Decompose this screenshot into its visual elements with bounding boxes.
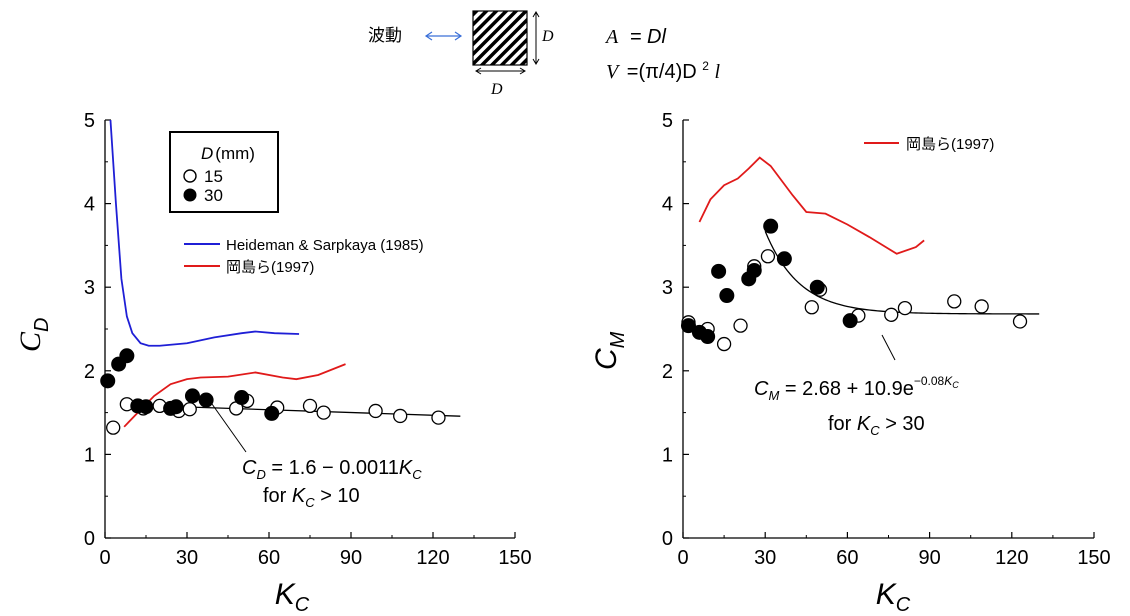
left-fit-leader-line [211, 403, 247, 453]
left-filled-marker [264, 405, 280, 421]
left-open-marker [393, 408, 408, 424]
left-open-marker [182, 402, 197, 417]
right-y-tick-label: 3 [662, 277, 673, 299]
right-series-line [698, 156, 925, 255]
left-y-tick-label: 1 [84, 444, 95, 466]
vertical-dim-label: D [541, 28, 554, 45]
left-open-marker [431, 410, 446, 425]
horizontal-dimension-arrow-icon [475, 67, 526, 75]
left-filled-marker [138, 399, 154, 415]
right-filled-marker [680, 318, 696, 334]
left-x-tick-label: 30 [176, 547, 198, 569]
legend-okajima-label-left: 岡島ら(1997) [226, 259, 314, 276]
chart-drag-coefficient: 0 30 60 90 120 150 0 1 2 3 4 5 CD KC D (mm) 15 30 He… [14, 110, 532, 616]
right-y-tick-label: 2 [662, 361, 673, 383]
left-open-marker [316, 405, 331, 420]
right-filled-marker [842, 313, 858, 329]
chart-inertia-coefficient: 0 30 60 90 120 150 0 1 2 3 4 5 CM KC 岡島ら(1997) CM =… [590, 110, 1111, 616]
right-filled-marker [700, 329, 716, 345]
right-filled-marker [711, 263, 727, 279]
left-y-axis-label: CD [14, 318, 53, 352]
right-fit-leader-line [881, 334, 896, 361]
open-marker-icon [183, 169, 197, 183]
right-plot-area: 0 30 60 90 120 150 0 1 2 3 4 5 [662, 110, 1111, 569]
marker-legend-title: D (mm) [201, 144, 255, 163]
left-y-tick-label: 5 [84, 110, 95, 132]
square-cross-section-icon [472, 10, 528, 66]
vertical-dimension-arrow-icon [532, 11, 540, 65]
right-x-tick-label: 0 [677, 547, 688, 569]
right-filled-marker [763, 218, 779, 234]
right-y-tick-label: 4 [662, 194, 673, 216]
right-x-tick-label: 120 [995, 547, 1028, 569]
right-y-tick-label: 1 [662, 444, 673, 466]
formula-area: A = Dl [604, 26, 666, 48]
left-y-tick-label: 3 [84, 277, 95, 299]
left-x-tick-label: 60 [258, 547, 280, 569]
right-x-tick-label: 90 [918, 547, 940, 569]
right-x-tick-label: 30 [754, 547, 776, 569]
right-open-marker [733, 318, 748, 333]
right-filled-marker [719, 288, 735, 304]
left-y-tick-label: 4 [84, 194, 95, 216]
right-open-marker [947, 294, 962, 309]
marker-legend-open-label: 15 [204, 167, 223, 186]
right-filled-marker [776, 251, 792, 267]
left-filled-marker [234, 390, 250, 406]
right-open-marker [1012, 314, 1028, 329]
right-fit-condition: for KC > 30 [828, 413, 925, 438]
left-x-tick-label: 150 [498, 547, 531, 569]
legend-okajima-label-right: 岡島ら(1997) [906, 136, 994, 153]
wave-label: 波動 [368, 26, 402, 45]
left-open-marker [302, 398, 318, 414]
right-open-marker [974, 299, 989, 314]
left-filled-marker [100, 373, 116, 389]
right-y-tick-label: 0 [662, 528, 673, 550]
right-open-marker [897, 300, 913, 316]
left-x-tick-label: 0 [99, 547, 110, 569]
left-plot-area: 0 30 60 90 120 150 0 1 2 3 4 5 [84, 110, 532, 569]
left-open-marker [368, 403, 383, 419]
right-x-axis-label: KC [876, 578, 911, 616]
formula-volume: V =(π/4)D 2 l [606, 53, 721, 83]
right-y-axis-label: CM [590, 331, 629, 370]
wave-double-arrow-icon [424, 31, 463, 41]
left-filled-marker [168, 399, 184, 415]
line-legend-left: Heideman & Sarpkaya (1985) 岡島ら(1997) [184, 237, 424, 276]
header-sketch: 波動 D D A = Dl V [368, 10, 721, 98]
line-legend-right: 岡島ら(1997) [864, 136, 994, 153]
right-x-tick-label: 150 [1077, 547, 1110, 569]
left-series-line [123, 363, 346, 428]
horizontal-dim-label: D [490, 81, 503, 98]
left-filled-marker [119, 348, 135, 364]
left-fit-condition: for KC > 10 [263, 485, 360, 510]
left-fit-equation: CD = 1.6 − 0.0011KC [242, 457, 422, 482]
right-open-marker [884, 307, 899, 322]
left-series-line [109, 119, 300, 347]
right-open-marker [804, 300, 819, 315]
left-x-axis-label: KC [275, 578, 310, 616]
right-x-tick-label: 60 [836, 547, 858, 569]
left-y-tick-label: 2 [84, 361, 95, 383]
left-filled-marker [184, 388, 200, 404]
right-y-tick-label: 5 [662, 110, 673, 132]
right-filled-marker [809, 279, 825, 295]
filled-marker-icon [183, 188, 197, 202]
marker-legend: D (mm) 15 30 [169, 131, 279, 213]
left-y-axis-label-main: CD [14, 318, 53, 352]
left-y-tick-label: 0 [84, 528, 95, 550]
right-open-marker [716, 336, 732, 352]
right-filled-marker [746, 262, 762, 278]
left-x-tick-label: 120 [416, 547, 449, 569]
marker-legend-filled-label: 30 [204, 186, 223, 205]
legend-heideman-label: Heideman & Sarpkaya (1985) [226, 237, 424, 254]
right-open-marker [760, 249, 776, 264]
right-fit-equation: CM = 2.68 + 10.9e−0.08KC [754, 374, 959, 403]
left-filled-marker [198, 392, 214, 408]
left-x-tick-label: 90 [340, 547, 362, 569]
left-open-marker [106, 420, 121, 435]
